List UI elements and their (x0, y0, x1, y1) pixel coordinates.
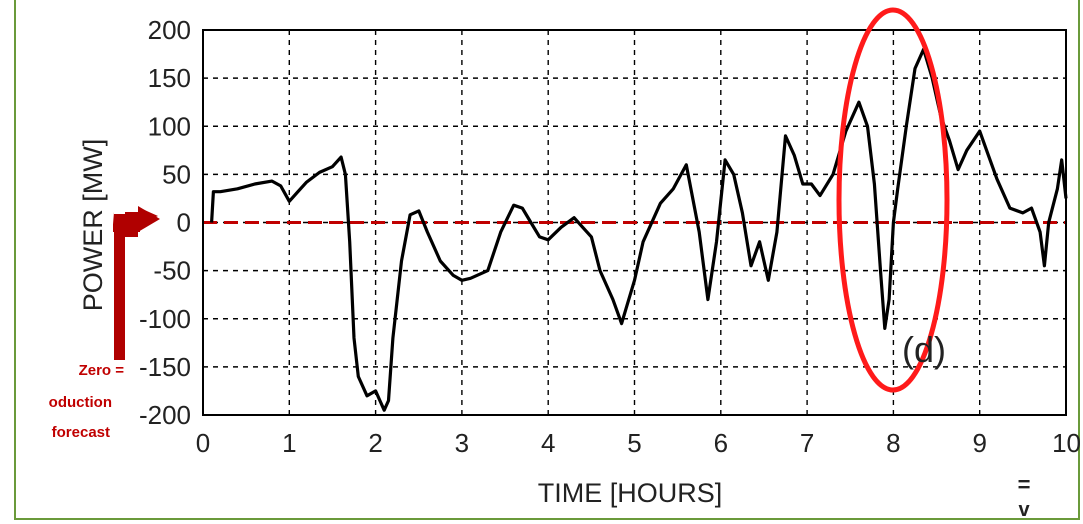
x-tick-label: 9 (972, 428, 986, 458)
y-tick-label: 0 (177, 208, 191, 238)
y-tick-label: 200 (148, 15, 191, 45)
callout-line-3: forecast (52, 424, 110, 441)
highlight-ellipse (836, 7, 950, 393)
x-tick-label: 7 (800, 428, 814, 458)
x-tick-label: 3 (455, 428, 469, 458)
callout-line-1: Zero = (79, 362, 125, 379)
x-axis-label: TIME [HOURS] (538, 478, 723, 508)
x-tick-label: 2 (368, 428, 382, 458)
y-tick-label: -200 (139, 400, 191, 430)
plot-area-border (202, 29, 1067, 416)
y-tick-label: 150 (148, 63, 191, 93)
x-tick-label: 8 (886, 428, 900, 458)
x-tick-label: 6 (714, 428, 728, 458)
arrow-stem (114, 225, 125, 360)
circle-label: (d) (902, 329, 946, 370)
arrow-shaft (114, 214, 140, 226)
y-tick-label: -50 (153, 256, 191, 286)
y-tick-label: 50 (162, 159, 191, 189)
x-tick-label: 1 (282, 428, 296, 458)
callout-line-2: oduction (49, 394, 112, 411)
arrow-head (114, 225, 138, 237)
x-tick-label: 10 (1052, 428, 1081, 458)
y-tick-label: -150 (139, 352, 191, 382)
x-tick-label: 4 (541, 428, 555, 458)
x-tick-label: 5 (627, 428, 641, 458)
x-tick-labels: 0 1 2 3 4 5 6 7 8 9 10 (196, 428, 1081, 458)
right-marker-top: = (1018, 472, 1031, 497)
figure-frame (14, 0, 1080, 520)
arrow-tip (138, 206, 160, 232)
y-tick-labels: 200 150 100 50 0 -50 -100 -150 -200 (139, 15, 191, 430)
y-tick-label: 100 (148, 111, 191, 141)
right-marker-bottom: v (1018, 499, 1030, 521)
y-axis-label: POWER [MW] (78, 139, 108, 311)
y-tick-label: -100 (139, 304, 191, 334)
x-tick-label: 0 (196, 428, 210, 458)
